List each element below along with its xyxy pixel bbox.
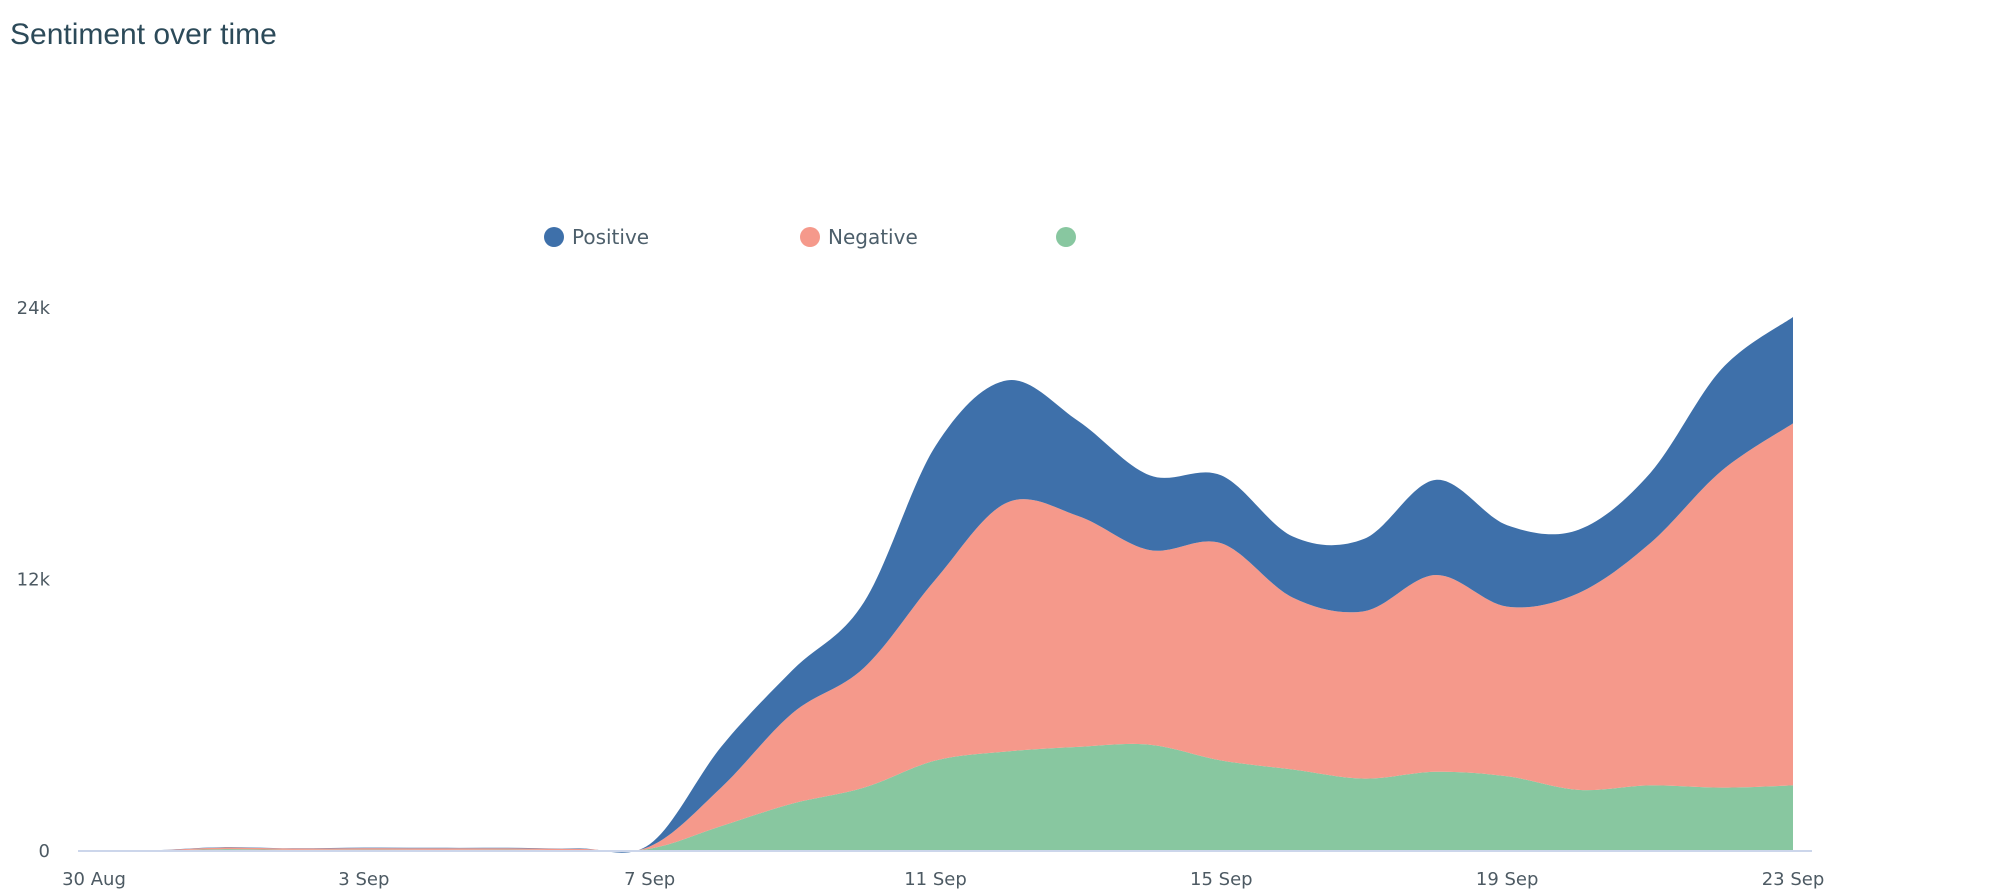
area-series-group <box>78 317 1793 853</box>
x-tick-label: 7 Sep <box>624 869 675 890</box>
axes-group: 0 12k 24k 30 Aug 3 Sep 7 Sep 11 Sep 15 Sep 19 Se… <box>17 298 1825 890</box>
legend-item-negative[interactable]: Negative <box>800 225 1056 249</box>
area-negative[interactable] <box>78 423 1793 852</box>
y-tick-label: 0 <box>39 841 50 862</box>
legend-item-unnamed-0[interactable] <box>1056 227 1084 247</box>
legend-label: Negative <box>828 225 918 249</box>
legend-swatch <box>1056 227 1076 247</box>
x-tick-label: 3 Sep <box>338 869 389 890</box>
legend-item-positive[interactable]: Positive <box>544 225 800 249</box>
chart-title: Sentiment over time <box>10 18 277 51</box>
y-tick-label: 12k <box>17 570 51 591</box>
x-tick-label: 19 Sep <box>1476 869 1539 890</box>
legend-swatch <box>544 227 564 247</box>
x-tick-label: 15 Sep <box>1190 869 1253 890</box>
legend: Positive Negative <box>544 222 1084 252</box>
y-tick-label: 24k <box>17 298 51 319</box>
x-tick-label: 11 Sep <box>904 869 967 890</box>
x-tick-label: 30 Aug <box>62 869 126 890</box>
x-tick-label: 23 Sep <box>1762 869 1825 890</box>
legend-label: Positive <box>572 225 650 249</box>
legend-swatch <box>800 227 820 247</box>
area-unnamed-0[interactable] <box>78 743 1793 852</box>
